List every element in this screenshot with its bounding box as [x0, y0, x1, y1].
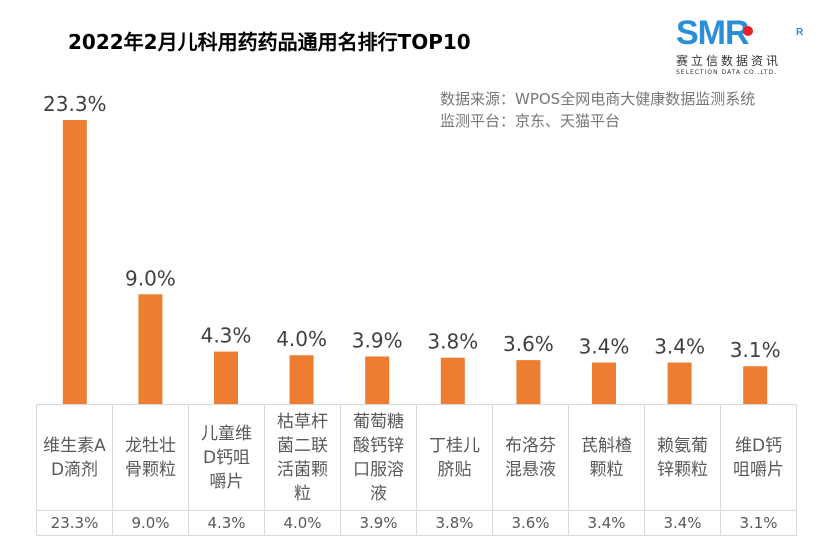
logo-en: SELECTION DATA CO.,LTD. — [676, 69, 778, 76]
smr-logo: SMR R 赛立信数据资讯 SELECTION DATA CO.,LTD. — [676, 14, 803, 76]
data-label: 3.8% — [427, 330, 478, 354]
bar — [743, 366, 768, 404]
table-value: 4.3% — [188, 510, 265, 536]
table-value: 9.0% — [112, 510, 189, 536]
bar — [440, 357, 465, 404]
bar — [667, 362, 692, 404]
table-value: 23.3% — [36, 510, 113, 536]
category-label: 布洛芬 混悬液 — [492, 404, 569, 511]
category-label: 赖氨葡 锌颗粒 — [644, 404, 721, 511]
bar — [592, 362, 616, 404]
category-label: 龙牡壮 骨颗粒 — [112, 404, 189, 511]
bar — [516, 360, 541, 404]
source-note: 数据来源：WPOS全网电商大健康数据监测系统 监测平台：京东、天猫平台 — [440, 88, 755, 132]
data-label: 4.0% — [276, 327, 327, 351]
category-label: 枯草杆 菌二联 活菌颗 粒 — [264, 404, 341, 511]
data-label: 3.1% — [730, 338, 781, 362]
chart-title: 2022年2月儿科用药药品通用名排行TOP10 — [68, 30, 471, 54]
source-line: 数据来源：WPOS全网电商大健康数据监测系统 — [440, 90, 756, 108]
data-label: 23.3% — [43, 92, 107, 116]
table-value: 3.8% — [416, 510, 493, 536]
table-value: 3.4% — [568, 510, 645, 536]
bar — [289, 355, 314, 404]
category-label: 维生素A D滴剂 — [36, 404, 113, 511]
logo-mark: SMR R — [676, 14, 803, 52]
category-label: 丁桂儿 脐贴 — [416, 404, 493, 511]
category-label: 芪斛楂 颗粒 — [568, 404, 645, 511]
data-label: 9.0% — [125, 266, 176, 290]
data-label: 4.3% — [201, 324, 252, 348]
bar — [138, 294, 163, 404]
data-label: 3.4% — [579, 335, 630, 359]
category-label: 葡萄糖 酸钙锌 口服溶 液 — [340, 404, 417, 511]
data-table: 维生素A D滴剂 龙牡壮 骨颗粒 儿童维 D钙咀 嚼片 枯草杆 菌二联 活菌颗 粒葡萄… — [36, 404, 797, 536]
table-value: 3.4% — [644, 510, 721, 536]
table-value: 3.1% — [720, 510, 797, 536]
data-label: 3.4% — [654, 335, 705, 359]
category-label: 儿童维 D钙咀 嚼片 — [188, 404, 265, 511]
bar — [365, 356, 390, 404]
data-label: 3.9% — [352, 328, 403, 352]
bar — [62, 119, 87, 405]
logo-cn: 赛立信数据资讯 — [676, 54, 782, 68]
data-label: 3.6% — [503, 332, 554, 356]
platform-line: 监测平台：京东、天猫平台 — [440, 112, 621, 130]
table-value: 3.6% — [492, 510, 569, 536]
bar — [214, 351, 238, 404]
table-value: 3.9% — [340, 510, 417, 536]
category-label: 维D钙 咀嚼片 — [720, 404, 797, 511]
table-value: 4.0% — [264, 510, 341, 536]
